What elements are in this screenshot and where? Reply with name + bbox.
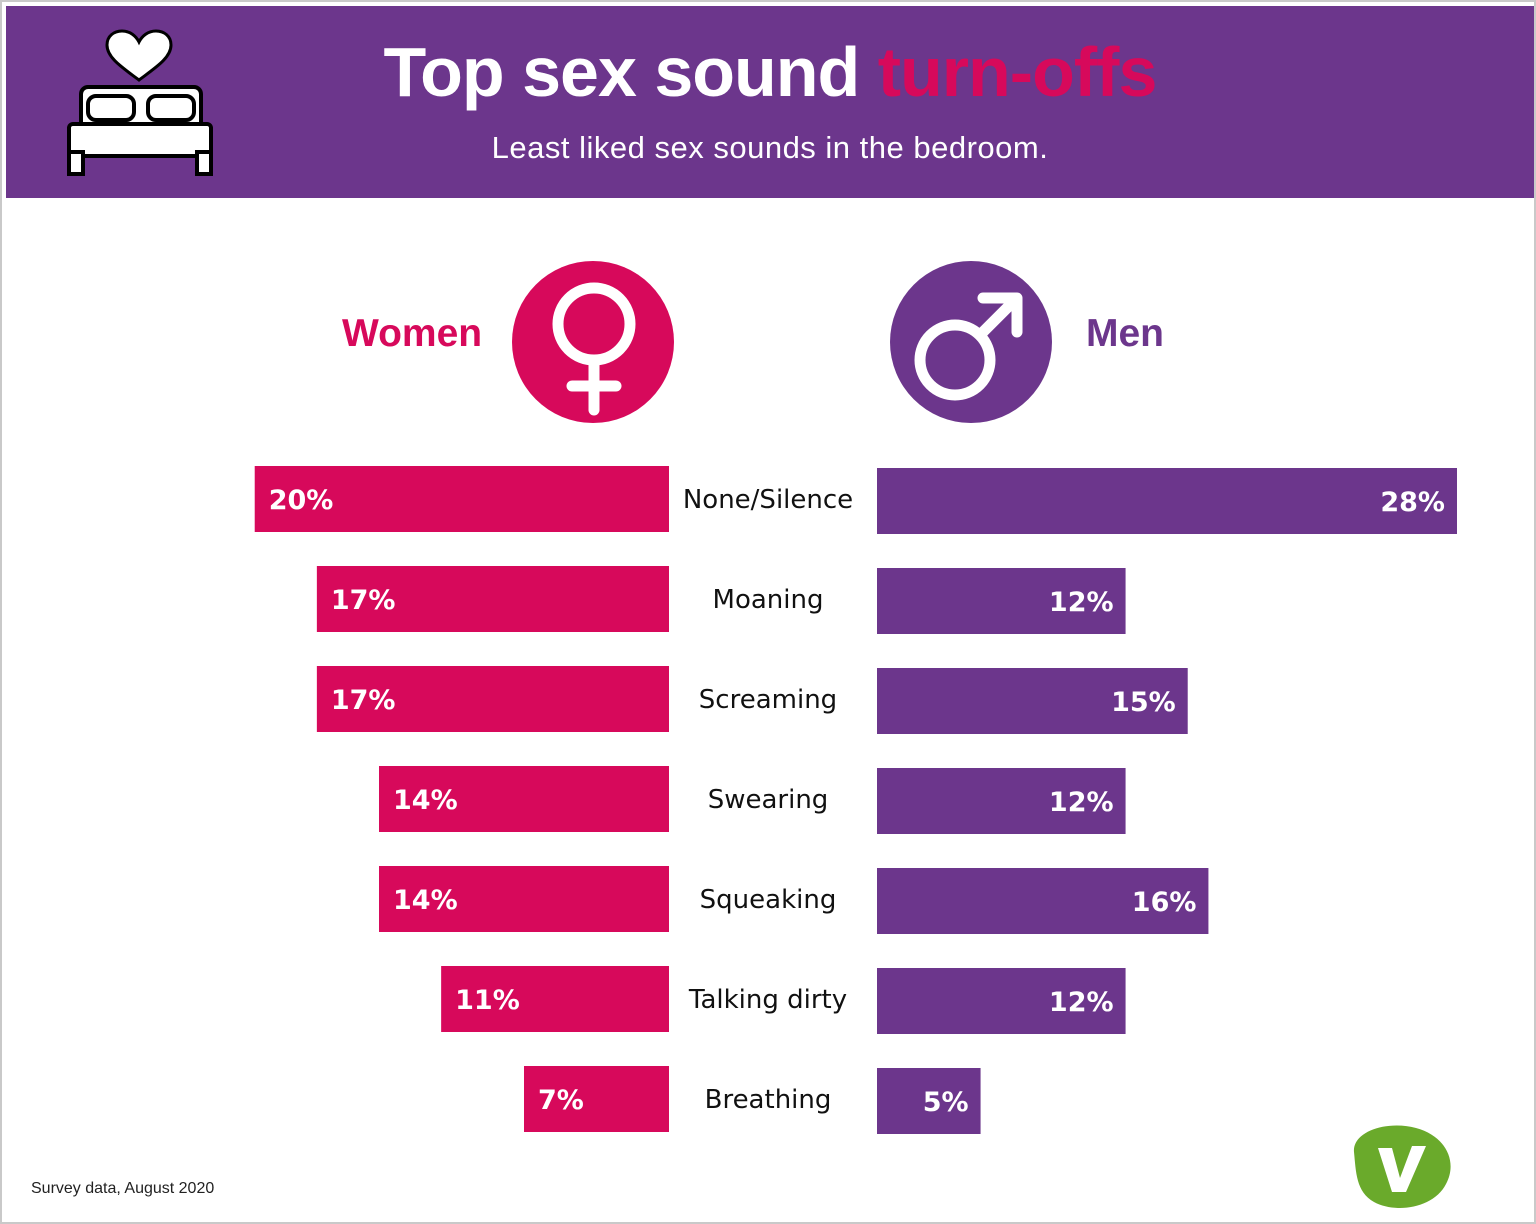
women-value-label: 14%: [393, 885, 458, 916]
women-value-label: 7%: [538, 1085, 584, 1116]
page-title: Top sex sound turn-offs: [2, 32, 1536, 112]
women-value-label: 17%: [331, 585, 396, 616]
men-value-label: 15%: [1111, 687, 1176, 718]
category-label: Breathing: [705, 1085, 832, 1115]
male-symbol-icon: [890, 261, 1052, 423]
men-value-label: 12%: [1049, 587, 1114, 618]
title-accent: turn-offs: [877, 33, 1158, 111]
women-value-label: 20%: [269, 485, 334, 516]
category-label: Swearing: [708, 785, 829, 815]
category-label: Screaming: [699, 685, 837, 715]
women-bar: [524, 1066, 669, 1132]
men-value-label: 12%: [1049, 787, 1114, 818]
title-main: Top sex sound: [383, 33, 878, 111]
category-label: Moaning: [713, 585, 824, 615]
category-label: None/Silence: [683, 485, 853, 515]
men-value-label: 16%: [1132, 887, 1197, 918]
butterfly-bar-chart: 20% None/Silence 28% 17% Moaning 12% 17% Scream…: [254, 466, 1457, 1134]
brand-v-logo-icon: [1353, 1125, 1451, 1208]
men-label: Men: [1086, 312, 1164, 355]
header-banner: [6, 6, 1534, 198]
women-bar: [254, 466, 669, 532]
women-value-label: 17%: [331, 685, 396, 716]
women-value-label: 14%: [393, 785, 458, 816]
women-bar: [379, 866, 669, 932]
men-bar: [877, 668, 1188, 734]
bed-heart-icon: [67, 29, 213, 176]
men-bar: [877, 1068, 981, 1134]
men-bar: [877, 568, 1126, 634]
women-bar: [316, 666, 669, 732]
women-label: Women: [342, 312, 483, 355]
female-symbol-icon: [512, 261, 674, 423]
men-bar: [877, 868, 1209, 934]
source-note: Survey data, August 2020: [31, 1180, 215, 1197]
men-value-label: 12%: [1049, 987, 1114, 1018]
women-bar: [441, 966, 669, 1032]
women-bar: [379, 766, 669, 832]
men-bar: [877, 768, 1126, 834]
women-bar: [316, 566, 669, 632]
men-bar: [877, 968, 1126, 1034]
subtitle: Least liked sex sounds in the bedroom.: [491, 130, 1049, 165]
category-label: Squeaking: [700, 885, 837, 915]
category-label: Talking dirty: [688, 985, 847, 1015]
men-value-label: 28%: [1380, 487, 1445, 518]
women-value-label: 11%: [455, 985, 520, 1016]
men-bar: [877, 468, 1457, 534]
men-value-label: 5%: [923, 1087, 969, 1118]
